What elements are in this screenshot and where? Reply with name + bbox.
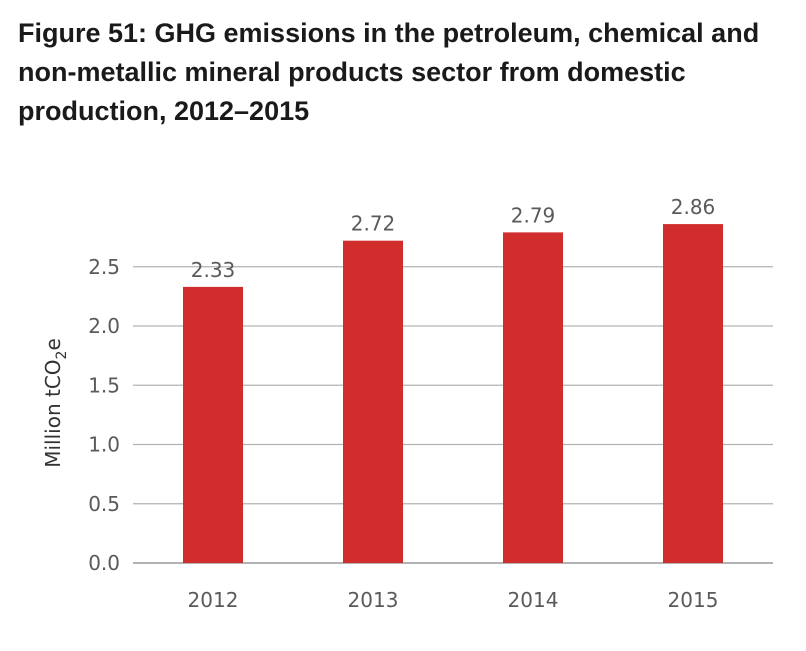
bar-2012 (183, 286, 243, 563)
data-label: 2.86 (671, 195, 716, 219)
y-tick-label: 2.5 (88, 255, 120, 279)
bars (183, 224, 723, 563)
x-tick-label: 2015 (668, 588, 719, 612)
data-labels: 2.33 2.72 2.79 2.86 (191, 195, 716, 282)
y-tick-label: 0.5 (88, 492, 120, 516)
x-tick-label: 2014 (508, 588, 559, 612)
x-tick-label: 2012 (188, 588, 239, 612)
data-label: 2.72 (351, 212, 396, 236)
y-axis-label: Million tCO2e (41, 338, 70, 468)
y-tick-label: 1.0 (88, 433, 120, 457)
bar-2015 (663, 224, 723, 563)
y-tick-label: 2.0 (88, 314, 120, 338)
bar-2013 (343, 240, 403, 563)
y-axis-ticks: 0.0 0.5 1.0 1.5 2.0 2.5 (88, 255, 120, 575)
chart-title: Figure 51: GHG emissions in the petroleu… (18, 18, 760, 126)
x-axis-ticks: 2012 2013 2014 2015 (188, 588, 719, 612)
bar-2014 (503, 232, 563, 563)
data-label: 2.33 (191, 258, 236, 282)
data-label: 2.79 (511, 203, 556, 227)
x-tick-label: 2013 (348, 588, 399, 612)
y-tick-label: 1.5 (88, 373, 120, 397)
y-tick-label: 0.0 (88, 551, 120, 575)
